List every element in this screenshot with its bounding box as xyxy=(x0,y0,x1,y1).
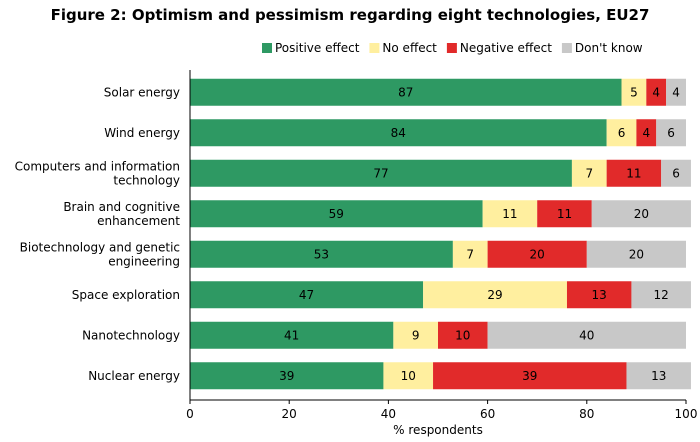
data-label-3-0: 59 xyxy=(329,207,344,221)
legend-label-0: Positive effect xyxy=(275,41,360,55)
legend-swatch-3 xyxy=(561,43,572,53)
data-label-6-1: 9 xyxy=(412,328,420,342)
x-tick-label-4: 80 xyxy=(579,407,594,421)
bar-0-2 xyxy=(646,78,667,106)
data-label-2-1: 7 xyxy=(585,166,593,180)
data-label-4-0: 53 xyxy=(314,247,329,261)
bar-2-3 xyxy=(661,159,691,187)
bar-4-2 xyxy=(487,240,587,268)
data-label-2-3: 6 xyxy=(672,166,680,180)
category-label-4-0: Biotechnology and genetic xyxy=(20,240,180,254)
data-label-6-2: 10 xyxy=(455,328,470,342)
data-label-2-0: 77 xyxy=(373,166,388,180)
bar-2-0 xyxy=(190,159,572,187)
x-tick-label-1: 20 xyxy=(282,407,297,421)
bar-1-1 xyxy=(606,119,637,147)
bar-5-3 xyxy=(631,281,691,309)
data-label-3-1: 11 xyxy=(502,207,517,221)
data-label-1-2: 4 xyxy=(642,126,650,140)
data-label-5-0: 47 xyxy=(299,288,314,302)
data-label-7-2: 39 xyxy=(522,369,537,383)
bar-1-3 xyxy=(656,119,686,147)
data-label-6-0: 41 xyxy=(284,328,299,342)
data-label-3-3: 20 xyxy=(634,207,649,221)
bar-0-0 xyxy=(190,78,622,106)
data-label-7-1: 10 xyxy=(401,369,416,383)
bar-5-2 xyxy=(566,281,632,309)
category-label-2-1: technology xyxy=(113,173,180,187)
data-label-1-0: 84 xyxy=(391,126,406,140)
category-label-0: Solar energy xyxy=(104,85,180,99)
bar-5-0 xyxy=(190,281,424,309)
category-label-7: Nuclear energy xyxy=(88,369,180,383)
data-label-3-2: 11 xyxy=(557,207,572,221)
bar-3-2 xyxy=(537,200,592,228)
bar-6-0 xyxy=(190,321,394,349)
x-tick-label-5: 100 xyxy=(675,407,698,421)
data-label-7-3: 13 xyxy=(651,369,666,383)
data-label-4-3: 20 xyxy=(629,247,644,261)
bar-1-2 xyxy=(636,119,657,147)
data-label-5-2: 13 xyxy=(592,288,607,302)
category-label-3-1: enhancement xyxy=(97,214,180,228)
data-label-0-3: 4 xyxy=(672,85,680,99)
bar-2-2 xyxy=(606,159,662,187)
bar-5-1 xyxy=(423,281,567,309)
bar-4-1 xyxy=(452,240,488,268)
bar-7-0 xyxy=(190,362,384,390)
bar-0-1 xyxy=(621,78,647,106)
data-label-4-2: 20 xyxy=(530,247,545,261)
legend-swatch-0 xyxy=(262,43,272,53)
legend-label-2: Negative effect xyxy=(460,41,552,55)
bar-3-0 xyxy=(190,200,483,228)
data-label-6-3: 40 xyxy=(579,328,594,342)
data-label-1-1: 6 xyxy=(618,126,626,140)
category-label-6: Nanotechnology xyxy=(82,328,180,342)
chart-title: Figure 2: Optimism and pessimism regardi… xyxy=(50,6,650,24)
bar-6-1 xyxy=(393,321,438,349)
x-tick-label-3: 60 xyxy=(480,407,495,421)
bar-3-3 xyxy=(591,200,691,228)
bar-7-3 xyxy=(626,362,691,390)
data-label-0-1: 5 xyxy=(630,85,638,99)
x-tick-label-2: 40 xyxy=(381,407,396,421)
bar-7-2 xyxy=(433,362,627,390)
category-label-3-0: Brain and cognitive xyxy=(63,200,180,214)
legend-swatch-1 xyxy=(369,43,380,53)
data-label-0-0: 87 xyxy=(398,85,413,99)
bar-0-3 xyxy=(666,78,686,106)
bar-6-2 xyxy=(438,321,488,349)
data-label-4-1: 7 xyxy=(466,247,474,261)
bar-2-1 xyxy=(571,159,607,187)
category-label-4-1: engineering xyxy=(108,254,180,268)
legend-label-3: Don't know xyxy=(575,41,643,55)
bar-1-0 xyxy=(190,119,607,147)
bar-3-1 xyxy=(482,200,538,228)
legend-label-1: No effect xyxy=(382,41,437,55)
data-label-2-2: 11 xyxy=(626,166,641,180)
data-label-5-3: 12 xyxy=(654,288,669,302)
category-label-2-0: Computers and information xyxy=(15,159,180,173)
bar-4-0 xyxy=(190,240,453,268)
x-tick-label-0: 0 xyxy=(186,407,194,421)
data-label-5-1: 29 xyxy=(487,288,502,302)
bar-4-3 xyxy=(586,240,686,268)
bar-6-3 xyxy=(487,321,686,349)
x-axis-title: % respondents xyxy=(393,423,483,437)
data-label-7-0: 39 xyxy=(279,369,294,383)
category-label-5: Space exploration xyxy=(72,288,180,302)
bar-7-1 xyxy=(383,362,434,390)
data-label-0-2: 4 xyxy=(652,85,660,99)
data-label-1-3: 6 xyxy=(667,126,675,140)
legend-swatch-2 xyxy=(446,43,457,53)
category-label-1: Wind energy xyxy=(104,126,180,140)
